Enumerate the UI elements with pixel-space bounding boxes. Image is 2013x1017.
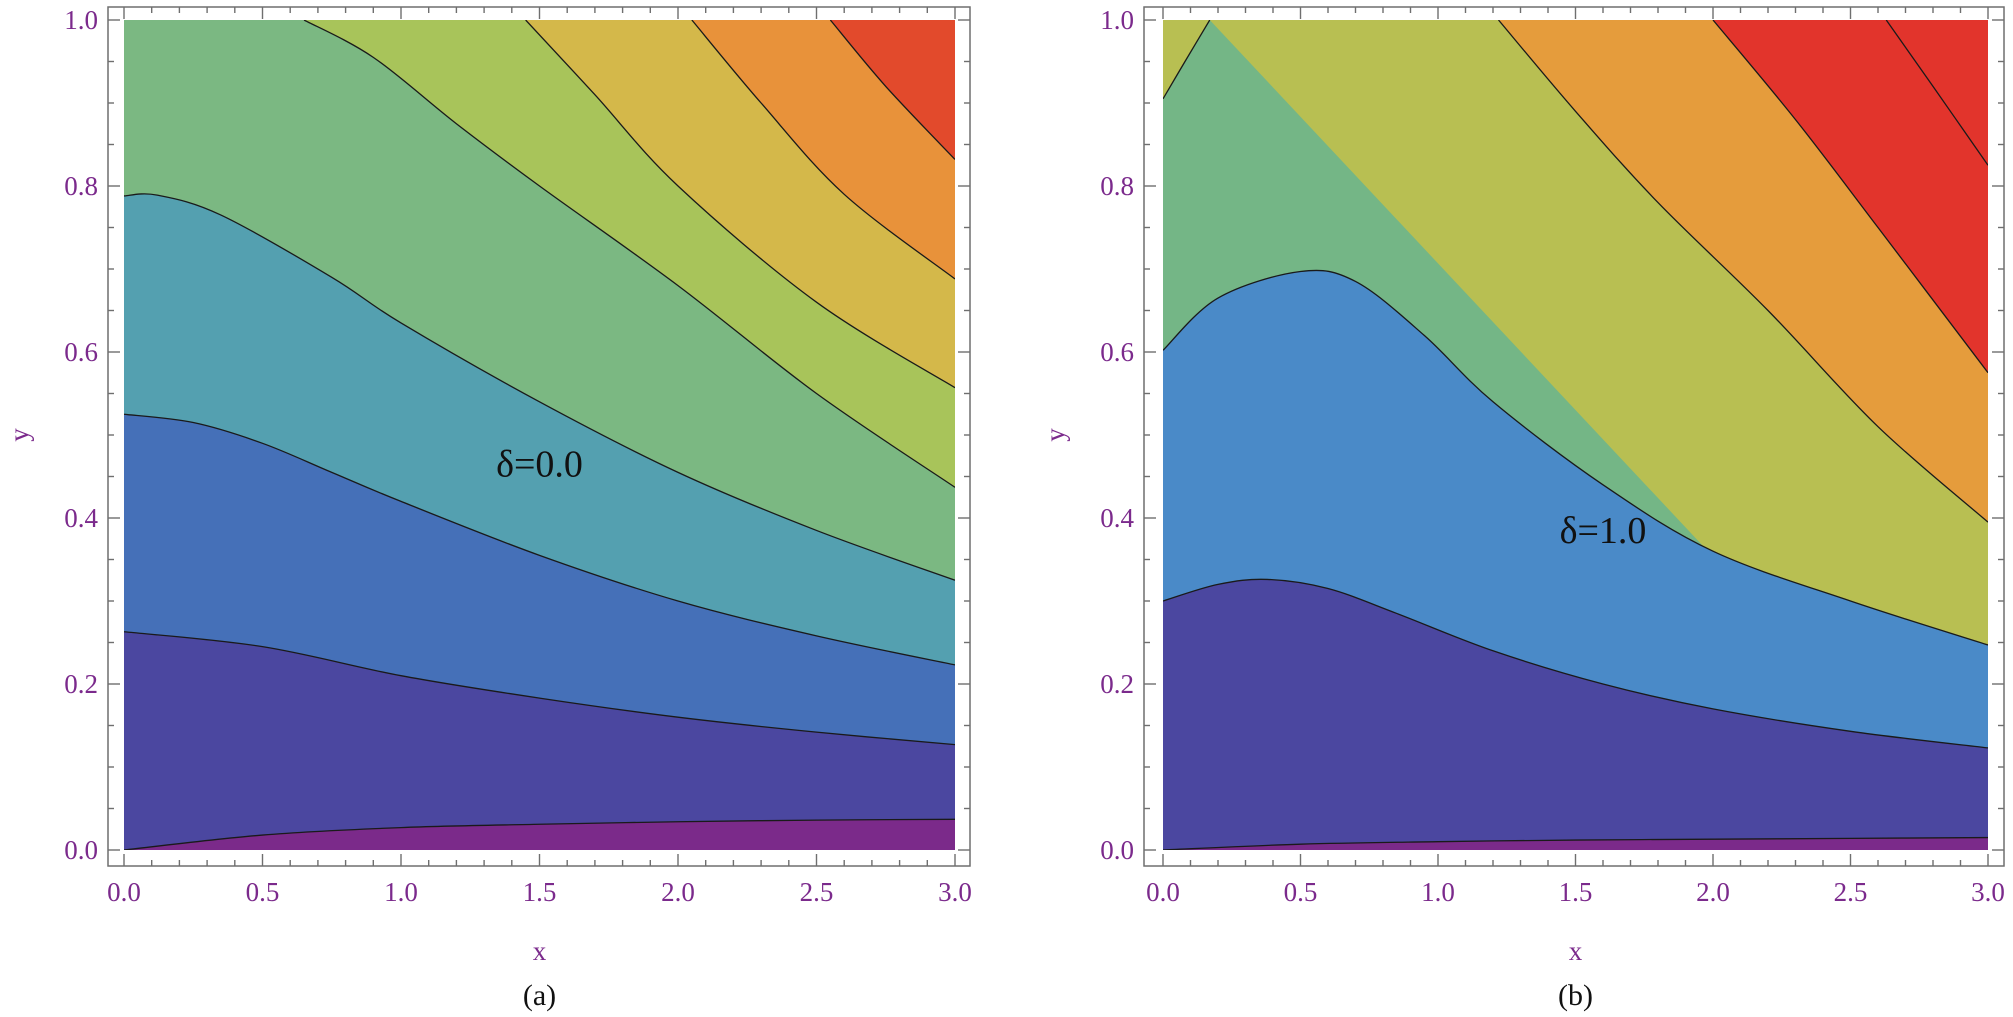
y-tick-label: 0.0 [1100,835,1134,865]
contour-line [691,20,955,280]
contour-line [525,20,955,389]
y-tick-label: 0.0 [64,835,98,865]
contour-panel-b: 0.0 0.5 1.0 1.5 2.0 2.5 3.0 0.0 0.2 0.4 0.6 0.8 1.0 x… [1040,5,2005,1012]
x-axis-label: x [533,936,547,966]
contour-line [1885,20,1988,166]
x-tick-label: 0.0 [1146,877,1180,907]
contour-line [1498,20,1988,523]
y-tick-label: 0.4 [1100,503,1134,533]
contour-band [1163,837,1988,850]
y-axis-label: y [1040,428,1070,442]
contour-line [124,193,955,581]
x-tick-label: 2.5 [1834,877,1868,907]
x-tick-label: 2.5 [800,877,834,907]
y-tick-label: 0.8 [64,171,98,201]
x-tick-label: 0.5 [1284,877,1318,907]
x-tick-label: 0.0 [107,877,141,907]
y-tick-label: 1.0 [64,5,98,35]
x-tick-label: 1.0 [1421,877,1455,907]
contour-line [303,20,955,488]
x-tick-label: 3.0 [1971,877,2005,907]
x-tick-label: 2.0 [661,877,695,907]
contour-line [1163,269,1988,646]
y-tick-label: 0.8 [1100,171,1134,201]
panel-label: (b) [1558,979,1593,1012]
contour-band [124,631,955,850]
contour-line [124,818,955,850]
x-tick-label: 3.0 [938,877,972,907]
y-axis-label: y [4,428,34,442]
delta-annotation: δ=1.0 [1560,510,1647,552]
y-tick-label: 0.2 [1100,669,1134,699]
y-tick-label: 0.4 [64,503,98,533]
contour-line [124,631,955,746]
panel-label: (a) [523,979,556,1012]
contour-band [124,819,955,850]
y-tick-label: 0.6 [1100,337,1134,367]
x-tick-label: 1.0 [384,877,418,907]
plot-frame [1143,6,2005,867]
x-tick-label: 1.5 [523,877,557,907]
x-axis-label: x [1569,936,1583,966]
y-tick-label: 0.6 [64,337,98,367]
contour-panel-a: 0.0 0.5 1.0 1.5 2.0 2.5 3.0 0.0 0.2 0.4 0.6 0.8 1.0 x… [4,5,972,1012]
y-tick-label: 1.0 [1100,5,1134,35]
contour-band [1163,579,1988,850]
contour-line [1163,20,1211,100]
contour-line [829,20,955,160]
plot-area [1163,20,1988,850]
x-tick-label: 0.5 [246,877,280,907]
delta-annotation: δ=0.0 [496,444,583,486]
y-tick-label: 0.2 [64,669,98,699]
plot-area [124,20,955,850]
x-tick-label: 2.0 [1696,877,1730,907]
contour-line [1712,20,1988,374]
x-tick-label: 1.5 [1559,877,1593,907]
contour-line [1163,836,1988,850]
contour-line [1163,578,1988,749]
contour-line [124,413,955,666]
